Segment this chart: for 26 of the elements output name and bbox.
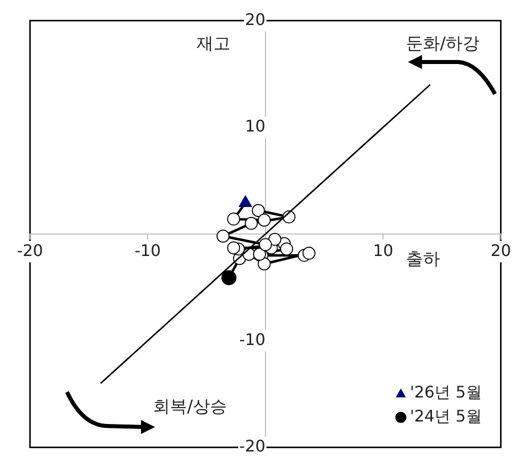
point xyxy=(268,232,282,246)
y-tick-label: 20 xyxy=(245,10,266,29)
legend-label: '26년 5월 xyxy=(410,382,482,402)
legend-label: '24년 5월 xyxy=(410,406,482,426)
point xyxy=(258,257,271,270)
point xyxy=(244,216,258,230)
point xyxy=(280,242,294,256)
x-axis-title: 출하 xyxy=(406,249,440,270)
y-tick-label: -10 xyxy=(239,330,266,349)
y-axis-title: 재고 xyxy=(196,34,230,54)
x-tick-label: 20 xyxy=(490,240,511,260)
point xyxy=(252,204,265,218)
point xyxy=(221,270,236,286)
annotation: 회복/상승 xyxy=(153,396,227,417)
point xyxy=(227,212,240,226)
annotation: 둔화/하강 xyxy=(406,34,480,54)
point xyxy=(258,214,271,227)
point xyxy=(216,230,230,243)
x-tick-label: 10 xyxy=(372,240,394,260)
point xyxy=(258,238,272,252)
point xyxy=(227,241,240,254)
x-tick-label: -20 xyxy=(16,240,44,260)
y-tick-label: -20 xyxy=(239,436,266,456)
y-tick-label: 10 xyxy=(245,116,266,136)
x-tick-label: -10 xyxy=(134,240,161,260)
point xyxy=(302,246,316,260)
